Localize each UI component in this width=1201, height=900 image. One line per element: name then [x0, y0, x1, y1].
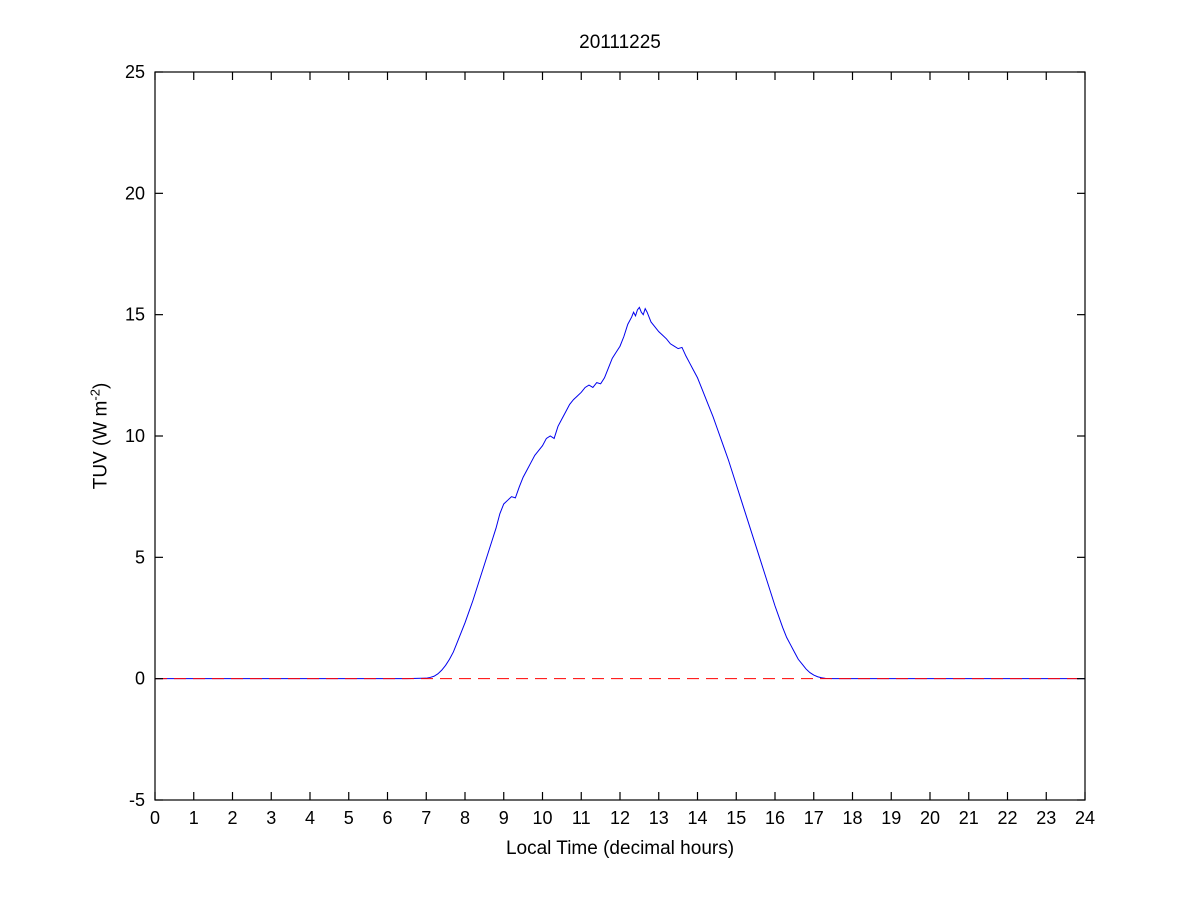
x-tick-label: 15	[726, 808, 746, 828]
x-tick-label: 9	[499, 808, 509, 828]
y-tick-label: 10	[125, 426, 145, 446]
x-tick-label: 21	[959, 808, 979, 828]
x-axis-label: Local Time (decimal hours)	[505, 838, 735, 859]
x-tick-label: 20	[920, 808, 940, 828]
y-tick-label: 20	[125, 183, 145, 203]
y-axis-label-superscript: -2	[87, 389, 103, 401]
x-tick-label: 24	[1075, 808, 1095, 828]
y-tick-label: -5	[129, 790, 145, 810]
x-tick-label: 3	[266, 808, 276, 828]
chart-title: 20111225	[579, 32, 661, 53]
x-tick-label: 4	[305, 808, 315, 828]
x-tick-label: 7	[421, 808, 431, 828]
x-tick-label: 5	[344, 808, 354, 828]
x-tick-label: 11	[572, 808, 591, 828]
x-tick-label: 0	[150, 808, 160, 828]
x-tick-label: 2	[227, 808, 237, 828]
axes-box	[154, 71, 1086, 801]
y-tick-label: 0	[135, 669, 145, 689]
y-axis-label-close: )	[90, 382, 112, 390]
x-tick-label: 17	[804, 808, 824, 828]
x-tick-label: 14	[687, 808, 707, 828]
x-tick-label: 6	[382, 808, 392, 828]
y-axis-label: TUV (W m-2)	[87, 383, 112, 490]
y-tick-label: 15	[125, 305, 145, 325]
y-tick-label: 25	[125, 62, 145, 82]
x-tick-label: 1	[189, 808, 199, 828]
x-tick-label: 12	[610, 808, 630, 828]
tuv-line	[155, 306, 1085, 680]
x-tick-label: 13	[649, 808, 669, 828]
x-tick-label: 19	[881, 808, 901, 828]
y-tick-label: 5	[135, 547, 145, 567]
y-axis-label-text: TUV (W m	[90, 400, 112, 490]
x-tick-label: 8	[460, 808, 470, 828]
x-tick-label: 18	[842, 808, 862, 828]
x-tick-label: 16	[765, 808, 785, 828]
x-tick-label: 23	[1036, 808, 1056, 828]
x-tick-label: 10	[532, 808, 552, 828]
x-tick-label: 22	[997, 808, 1017, 828]
